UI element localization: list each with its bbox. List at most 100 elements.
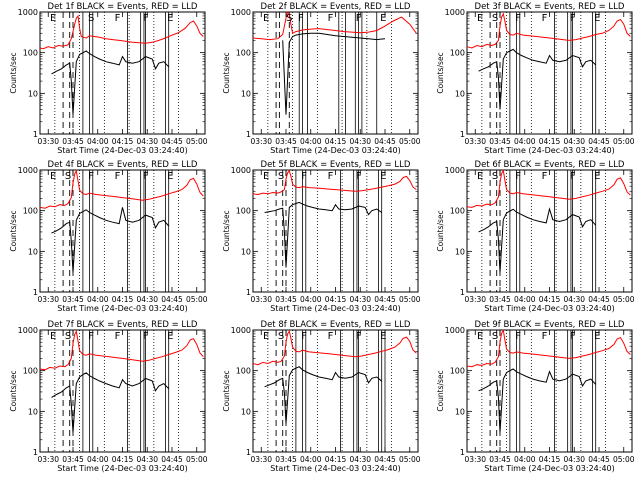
interval-marker-label: E [263,171,269,182]
interval-marker-label: E [50,13,56,24]
x-tick-label: 04:15 [112,295,134,304]
events-series-line [51,372,170,433]
y-axis-label: Counts/sec [436,52,445,93]
y-tick-label: 100 [236,367,251,376]
events-series-line [282,32,386,115]
y-axis-label: Counts/sec [222,370,231,411]
interval-marker-label: S [88,13,94,24]
y-tick-label: 100 [23,49,38,58]
interval-marker-label: E [380,171,386,182]
y-tick-label: 1000 [445,8,465,17]
y-tick-label: 1000 [18,166,38,175]
interval-marker-label: E [263,13,269,24]
y-tick-label: 10 [455,407,465,416]
x-tick-label: 04:45 [588,455,610,464]
interval-marker-label: E [594,171,600,182]
x-tick-label: 04:15 [539,295,561,304]
x-tick-label: 04:30 [136,455,158,464]
y-tick-label: 100 [236,207,251,216]
events-series-line [51,207,170,273]
x-tick-label: 04:45 [588,295,610,304]
interval-marker-label: S [286,13,292,24]
interval-marker-label: E [167,13,173,24]
x-tick-label: 04:30 [349,137,371,146]
x-tick-label: 04:15 [539,455,561,464]
x-axis-label: Start Time (24-Dec-03 03:24:40) [57,464,188,473]
interval-marker-label: F [570,13,576,24]
interval-marker-label: E [167,331,173,342]
y-tick-label: 10 [28,247,38,256]
plot-frame [39,11,206,135]
y-tick-label: 1 [33,288,38,297]
y-tick-label: 10 [28,407,38,416]
x-tick-label: 03:30 [464,455,486,464]
x-tick-label: 03:45 [489,455,511,464]
panel-title: Det 4f BLACK = Events, RED = LLD [48,160,198,170]
x-tick-label: 05:00 [613,137,635,146]
lld-series-line [39,14,204,50]
interval-marker-label: E [50,331,56,342]
interval-marker-label: F [115,331,121,342]
plot-frame [252,169,419,293]
y-tick-label: 10 [241,407,251,416]
interval-marker-label: S [65,171,71,182]
x-axis-label: Start Time (24-Dec-03 03:24:40) [484,464,615,473]
y-axis-label: Counts/sec [222,52,231,93]
panel-title: Det 9f BLACK = Events, RED = LLD [475,320,625,330]
interval-marker-label: S [492,171,498,182]
x-tick-label: 05:00 [613,295,635,304]
x-tick-label: 03:30 [37,455,59,464]
x-tick-label: 03:45 [275,295,297,304]
y-tick-label: 1000 [18,8,38,17]
interval-marker-label: E [477,13,483,24]
x-tick-label: 03:45 [489,137,511,146]
x-tick-label: 04:30 [136,137,158,146]
x-tick-label: 04:00 [87,137,109,146]
lld-series-line [466,12,631,49]
x-tick-label: 03:45 [275,455,297,464]
y-tick-label: 100 [23,207,38,216]
plot-frame [466,11,633,135]
interval-marker-label: F [328,13,334,24]
y-tick-label: 100 [236,49,251,58]
interval-marker-label: F [515,13,521,24]
interval-marker-label: S [278,171,284,182]
x-axis-label: Start Time (24-Dec-03 03:24:40) [57,304,188,313]
x-tick-label: 04:30 [349,455,371,464]
y-axis-label: Counts/sec [9,52,18,93]
y-axis-label: Counts/sec [436,370,445,411]
panel-title: Det 7f BLACK = Events, RED = LLD [48,320,198,330]
x-tick-label: 03:45 [62,295,84,304]
x-tick-label: 04:45 [374,137,396,146]
x-tick-label: 05:00 [186,137,208,146]
interval-marker-label: F [570,171,576,182]
lld-series-line [466,169,631,208]
y-tick-label: 1 [33,448,38,457]
x-tick-label: 04:15 [325,137,347,146]
interval-marker-label: F [542,171,548,182]
y-tick-label: 1 [460,448,465,457]
panel-title: Det 2f BLACK = Events, RED = LLD [261,2,411,12]
events-series-line [478,207,597,273]
lld-series-line [466,328,631,368]
interval-marker-label: F [143,13,149,24]
x-tick-label: 05:00 [399,137,421,146]
plot-frame [252,329,419,453]
plot-frame [39,169,206,293]
x-tick-label: 04:00 [87,295,109,304]
x-axis-label: Start Time (24-Dec-03 03:24:40) [57,146,188,155]
lld-series-line [252,10,417,41]
x-tick-label: 04:45 [374,455,396,464]
y-tick-label: 1000 [231,326,251,335]
x-tick-label: 04:15 [325,295,347,304]
x-tick-label: 04:30 [349,295,371,304]
x-tick-label: 03:30 [37,137,59,146]
x-tick-label: 03:30 [250,455,272,464]
interval-marker-label: S [492,331,498,342]
x-axis-label: Start Time (24-Dec-03 03:24:40) [484,304,615,313]
